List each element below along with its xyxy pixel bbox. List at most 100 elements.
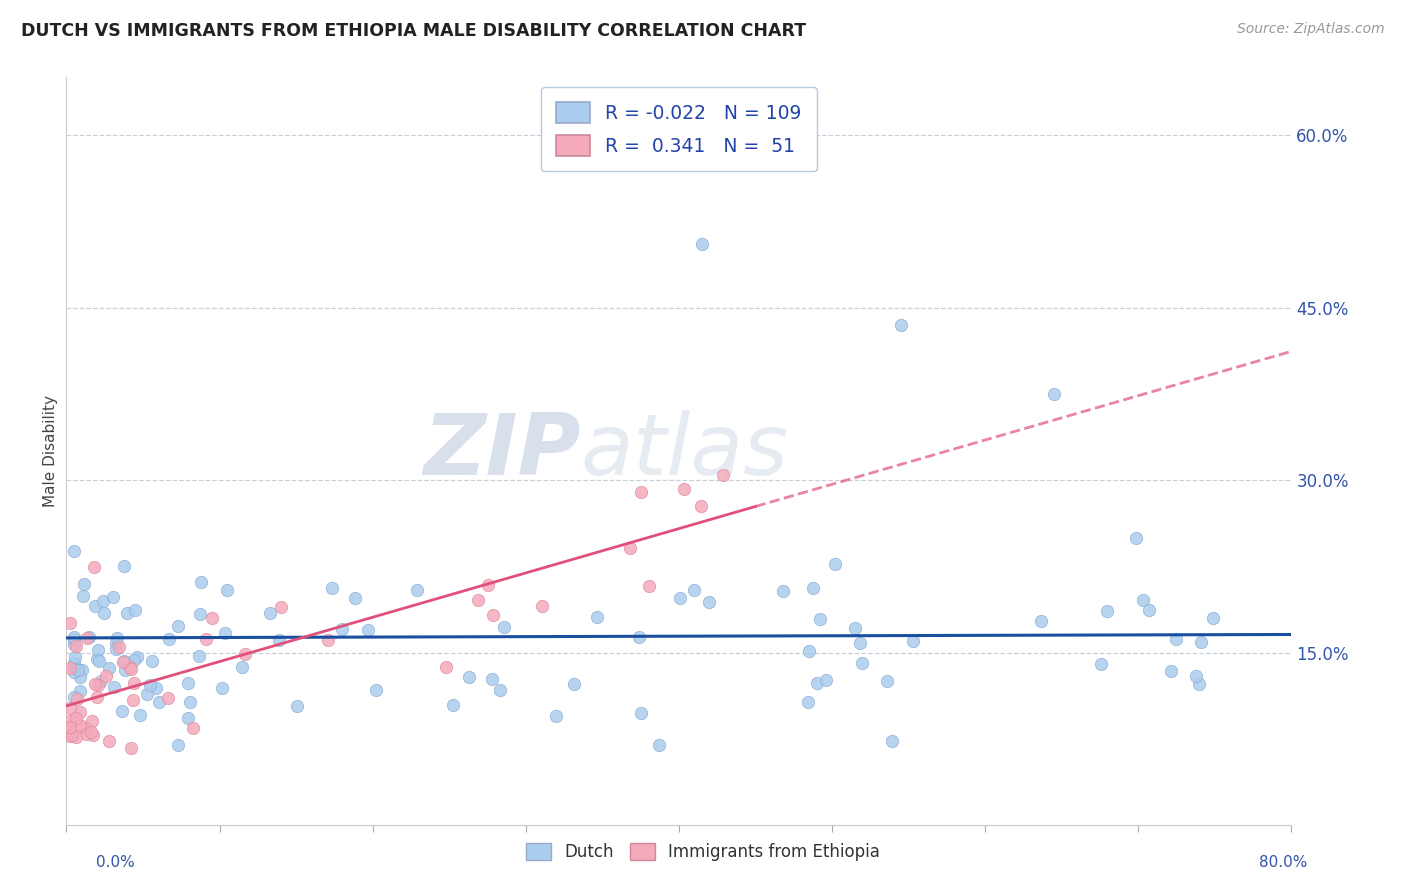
Text: 80.0%: 80.0% [1260, 855, 1308, 870]
Point [530, 599, 553, 613]
Point [188, 648, 211, 663]
Point [63, 665, 86, 680]
Point [135, 687, 157, 701]
Y-axis label: Male Disability: Male Disability [44, 395, 58, 508]
Point [117, 606, 139, 620]
Point [890, 318, 912, 332]
Point [682, 583, 704, 598]
Point [65, 710, 87, 724]
Point [270, 599, 292, 614]
Point [69, 718, 91, 732]
Point [844, 622, 866, 636]
Point [190, 575, 212, 590]
Point [105, 636, 128, 650]
Point [70, 663, 93, 677]
Point [58, 701, 80, 715]
Point [122, 675, 145, 690]
Point [851, 657, 873, 671]
Point [118, 659, 141, 673]
Point [481, 672, 503, 686]
Point [63, 544, 86, 558]
Point [824, 557, 846, 571]
Point [1095, 604, 1118, 618]
Point [1160, 664, 1182, 678]
Point [876, 674, 898, 689]
Legend: R = -0.022   N = 109, R =  0.341   N =  51: R = -0.022 N = 109, R = 0.341 N = 51 [541, 87, 817, 171]
Point [87, 678, 110, 692]
Point [120, 740, 142, 755]
Point [808, 612, 831, 626]
Point [83, 559, 105, 574]
Point [1189, 635, 1212, 649]
Point [122, 692, 145, 706]
Point [157, 632, 180, 647]
Point [69, 705, 91, 719]
Point [59, 616, 82, 631]
Point [141, 655, 163, 669]
Point [1043, 387, 1066, 401]
Point [814, 673, 837, 688]
Point [797, 644, 820, 658]
Point [190, 607, 212, 622]
Point [630, 706, 652, 720]
Point [215, 583, 238, 598]
Point [797, 694, 820, 708]
Point [86, 652, 108, 666]
Point [83, 599, 105, 614]
Point [321, 582, 343, 596]
Point [344, 591, 367, 605]
Point [94, 668, 117, 682]
Point [110, 705, 132, 719]
Point [201, 611, 224, 625]
Text: 0.0%: 0.0% [96, 855, 135, 870]
Point [1166, 632, 1188, 647]
Point [108, 640, 131, 654]
Point [801, 582, 824, 596]
Point [489, 683, 512, 698]
Point [585, 610, 607, 624]
Point [58, 720, 80, 734]
Point [73, 577, 96, 591]
Point [177, 711, 200, 725]
Point [104, 641, 127, 656]
Point [98, 661, 121, 675]
Point [673, 483, 696, 497]
Point [79, 630, 101, 644]
Point [114, 663, 136, 677]
Point [148, 695, 170, 709]
Point [65, 730, 87, 744]
Point [58, 729, 80, 743]
Point [1090, 657, 1112, 671]
Text: DUTCH VS IMMIGRANTS FROM ETHIOPIA MALE DISABILITY CORRELATION CHART: DUTCH VS IMMIGRANTS FROM ETHIOPIA MALE D… [21, 22, 806, 40]
Point [91, 594, 114, 608]
Point [1031, 614, 1053, 628]
Point [668, 591, 690, 605]
Point [72, 589, 94, 603]
Point [630, 484, 652, 499]
Point [111, 655, 134, 669]
Point [457, 670, 479, 684]
Point [259, 607, 281, 621]
Point [211, 681, 233, 695]
Point [179, 695, 201, 709]
Point [112, 559, 135, 574]
Text: Source: ZipAtlas.com: Source: ZipAtlas.com [1237, 22, 1385, 37]
Point [364, 682, 387, 697]
Point [63, 649, 86, 664]
Point [63, 632, 86, 646]
Point [138, 678, 160, 692]
Point [434, 660, 457, 674]
Point [176, 675, 198, 690]
Point [60, 728, 83, 742]
Legend: Dutch, Immigrants from Ethiopia: Dutch, Immigrants from Ethiopia [519, 836, 887, 868]
Point [75, 727, 97, 741]
Point [648, 738, 671, 752]
Point [103, 590, 125, 604]
Point [267, 632, 290, 647]
Point [697, 595, 720, 609]
Point [65, 639, 87, 653]
Point [89, 654, 111, 668]
Point [98, 733, 121, 747]
Point [59, 714, 82, 729]
Point [124, 603, 146, 617]
